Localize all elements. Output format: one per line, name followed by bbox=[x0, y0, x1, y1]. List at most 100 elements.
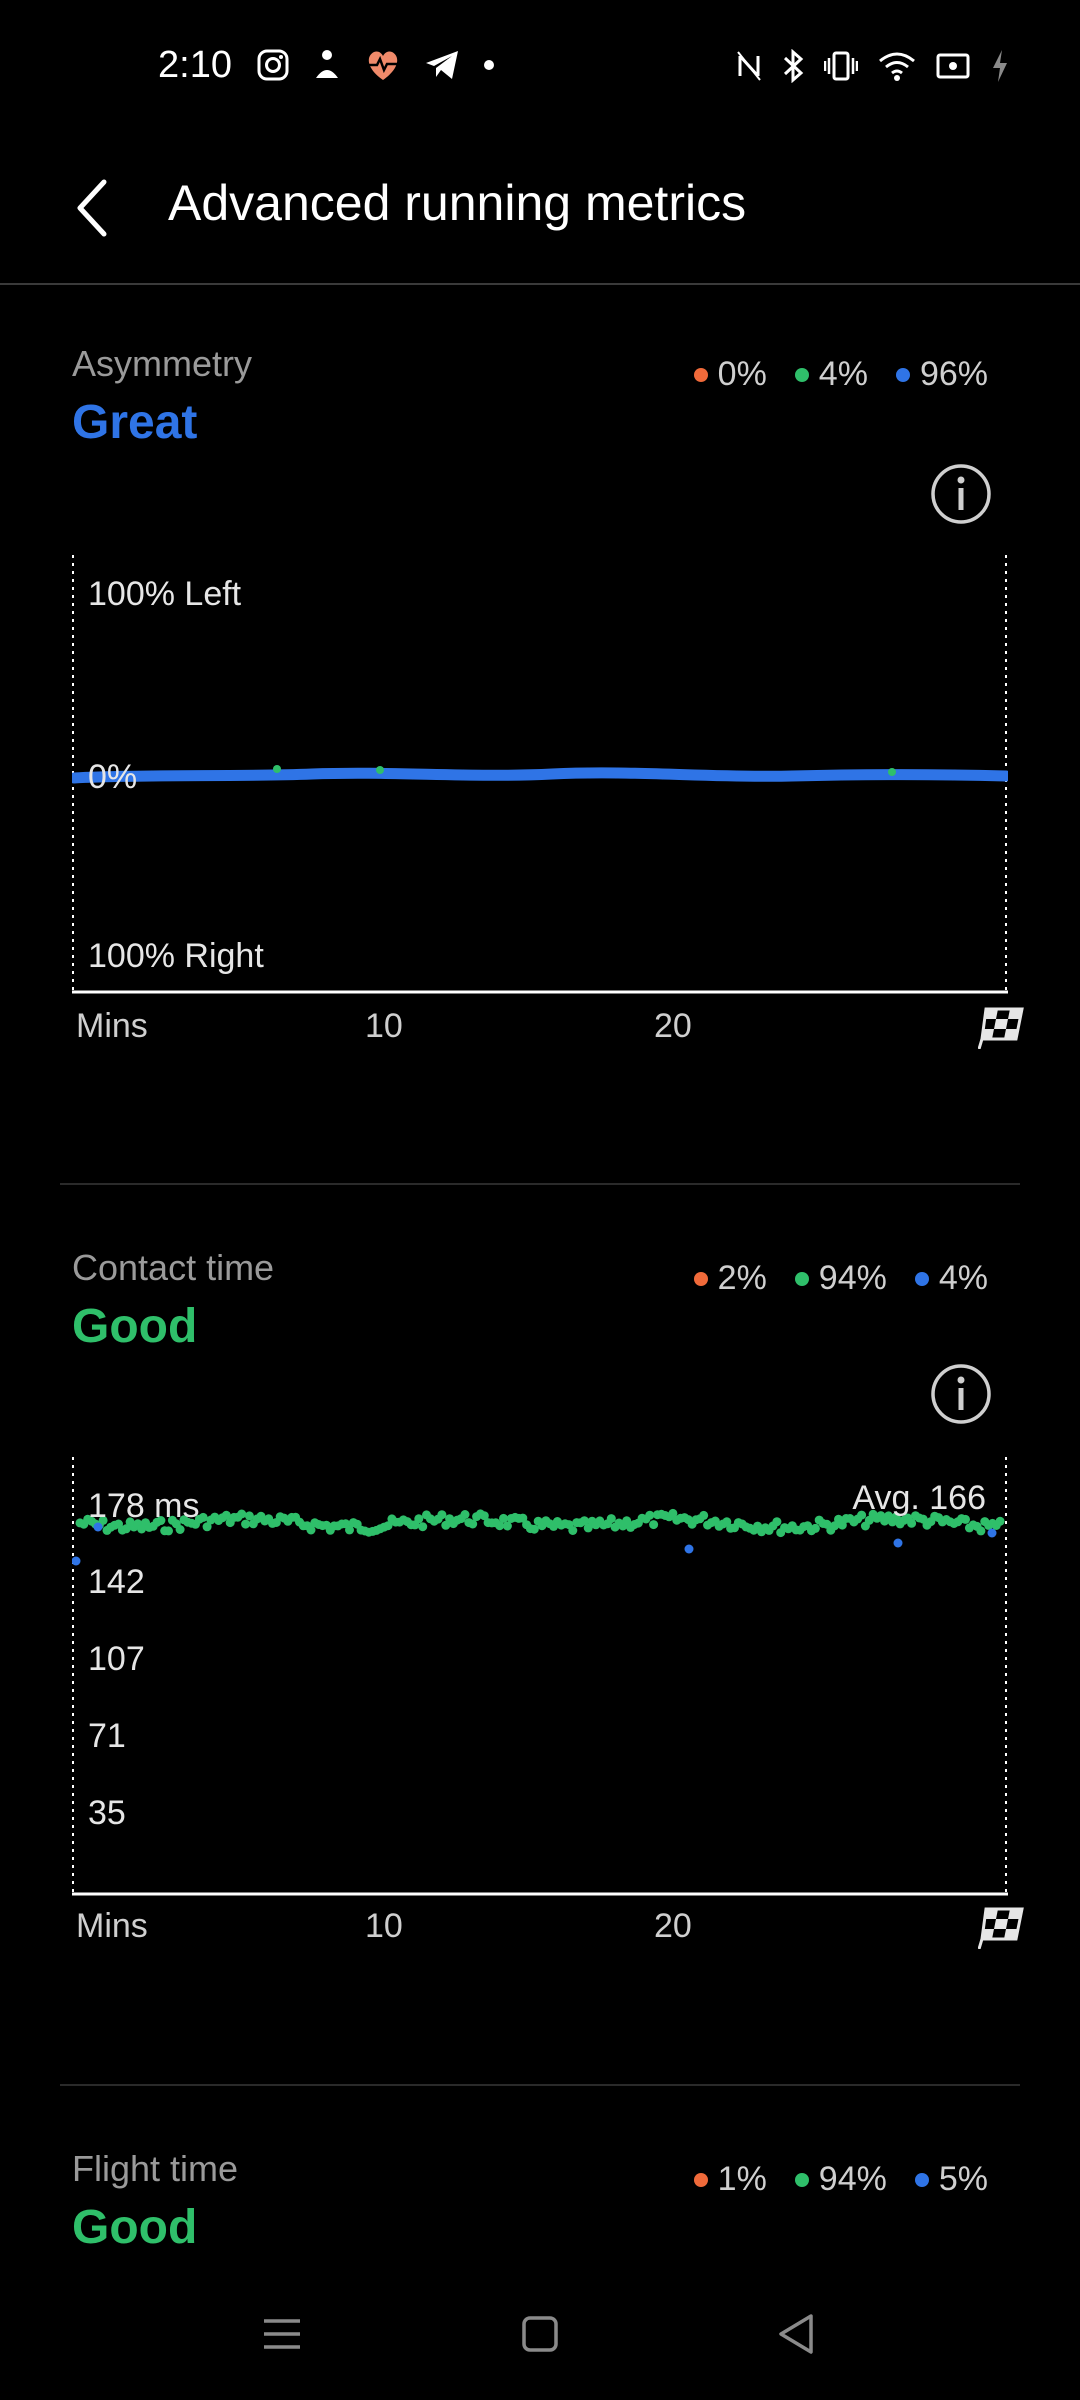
telegram-icon bbox=[426, 51, 458, 79]
contact-time-point bbox=[722, 1517, 732, 1527]
legend-item-blue: 96% bbox=[895, 355, 988, 394]
contact-time-point bbox=[837, 1520, 847, 1530]
back-button[interactable] bbox=[60, 166, 124, 250]
contact-time-point bbox=[518, 1513, 528, 1523]
asymmetry-section: Asymmetry Great 0% 4% 96% 100% Left 0% 1… bbox=[0, 285, 1080, 1185]
back-triangle-icon bbox=[779, 2314, 813, 2354]
contact-time-point bbox=[468, 1519, 478, 1529]
instagram-icon bbox=[257, 49, 289, 81]
contact-time-point bbox=[198, 1512, 208, 1522]
screen-record-icon bbox=[936, 53, 970, 79]
navigation-bar bbox=[0, 2266, 1080, 2400]
contact-time-plot bbox=[71, 1457, 1008, 1896]
page-title: Advanced running metrics bbox=[168, 175, 747, 231]
distribution-legend: 0% 4% 96% bbox=[693, 355, 988, 394]
contact-time-point bbox=[830, 1521, 840, 1531]
recent-apps-button[interactable] bbox=[242, 2294, 322, 2374]
metric-rating: Good bbox=[72, 2201, 198, 2254]
legend-item-orange: 2% bbox=[693, 1259, 767, 1298]
average-label: Avg. 166 bbox=[852, 1479, 986, 1517]
x-label-unit: Mins bbox=[76, 1907, 148, 1945]
contact-time-point bbox=[810, 1523, 820, 1533]
metric-rating: Good bbox=[72, 1300, 198, 1353]
back-nav-button[interactable] bbox=[756, 2294, 836, 2374]
legend-value: 2% bbox=[717, 1259, 767, 1297]
contact-time-outlier-point bbox=[93, 1522, 103, 1532]
legend-value: 5% bbox=[938, 2160, 988, 2198]
y-label-71: 71 bbox=[88, 1717, 126, 1755]
y-label-35: 35 bbox=[88, 1794, 126, 1832]
info-icon[interactable] bbox=[930, 1363, 992, 1425]
status-bar: 2:10 bbox=[0, 0, 1080, 136]
contact-time-point bbox=[499, 1513, 508, 1523]
contact-time-point bbox=[306, 1525, 316, 1535]
contact-time-point bbox=[502, 1521, 512, 1531]
contact-time-point bbox=[907, 1518, 917, 1528]
contact-time-point bbox=[441, 1520, 451, 1530]
finish-flag-icon bbox=[978, 1007, 1024, 1049]
metric-name: Contact time bbox=[72, 1247, 275, 1288]
y-label-bottom: 100% Right bbox=[88, 937, 264, 975]
metric-name: Asymmetry bbox=[72, 343, 252, 384]
legend-item-orange: 0% bbox=[693, 355, 767, 394]
section-divider bbox=[60, 2084, 1020, 2086]
legend-value: 0% bbox=[717, 355, 767, 393]
contact-time-point bbox=[414, 1514, 424, 1524]
y-label-top: 100% Left bbox=[88, 575, 242, 613]
legend-item-blue: 5% bbox=[914, 2160, 988, 2199]
contact-time-point bbox=[244, 1511, 254, 1521]
contact-time-point bbox=[164, 1526, 173, 1536]
legend-value: 4% bbox=[818, 355, 868, 393]
x-label-10: 10 bbox=[365, 1907, 403, 1945]
contact-time-point bbox=[568, 1526, 578, 1535]
contact-time-point bbox=[891, 1512, 901, 1522]
x-label-10: 10 bbox=[365, 1007, 403, 1045]
contact-time-point bbox=[383, 1521, 393, 1531]
legend-value: 94% bbox=[818, 2160, 887, 2198]
contact-time-point bbox=[437, 1510, 447, 1520]
menu-lines-icon bbox=[264, 2319, 300, 2349]
contact-time-point bbox=[156, 1516, 166, 1525]
contact-time-point bbox=[418, 1522, 428, 1532]
legend-value: 4% bbox=[938, 1259, 988, 1297]
asymmetry-plot bbox=[68, 555, 1012, 994]
health-heart-icon bbox=[368, 51, 398, 80]
contact-time-outlier-point bbox=[893, 1538, 903, 1548]
contact-time-point bbox=[772, 1517, 782, 1527]
contact-time-point bbox=[606, 1514, 616, 1524]
y-label-178: 178 ms bbox=[88, 1487, 200, 1525]
contact-time-point bbox=[649, 1520, 659, 1530]
legend-item-blue: 4% bbox=[914, 1259, 988, 1298]
y-label-mid: 0% bbox=[88, 758, 138, 796]
legend-value: 94% bbox=[818, 1259, 887, 1297]
contact-time-point bbox=[622, 1516, 632, 1526]
distribution-legend: 1% 94% 5% bbox=[693, 2160, 988, 2199]
metric-name: Flight time bbox=[72, 2148, 239, 2189]
finish-flag-icon bbox=[978, 1907, 1024, 1949]
contact-time-point bbox=[668, 1508, 678, 1518]
contact-time-point bbox=[961, 1514, 970, 1524]
contact-time-chart: 178 ms 142 107 71 35 Avg. 166 bbox=[71, 1457, 1008, 1897]
legend-item-green: 94% bbox=[794, 2160, 887, 2199]
x-label-20: 20 bbox=[654, 1007, 692, 1045]
section-divider bbox=[60, 1183, 1020, 1185]
info-icon[interactable] bbox=[930, 463, 992, 525]
contact-time-outlier-point bbox=[987, 1528, 997, 1538]
x-label-20: 20 bbox=[654, 1907, 692, 1945]
y-label-107: 107 bbox=[88, 1640, 145, 1678]
status-time: 2:10 bbox=[158, 44, 232, 86]
legend-item-orange: 1% bbox=[693, 2160, 767, 2199]
legend-value: 96% bbox=[919, 355, 988, 393]
contact-time-point bbox=[857, 1510, 867, 1520]
contact-time-point bbox=[529, 1524, 539, 1534]
home-button[interactable] bbox=[500, 2294, 580, 2374]
contact-time-point bbox=[221, 1510, 231, 1520]
contact-time-point bbox=[460, 1510, 470, 1519]
app-bar: Advanced running metrics bbox=[0, 136, 1080, 284]
contact-time-point bbox=[237, 1509, 247, 1519]
contact-time-outlier-point bbox=[684, 1544, 694, 1554]
contact-time-point bbox=[121, 1524, 131, 1534]
back-arrow-icon bbox=[77, 179, 107, 237]
notification-icons bbox=[256, 48, 496, 82]
contact-time-point bbox=[995, 1516, 1005, 1526]
